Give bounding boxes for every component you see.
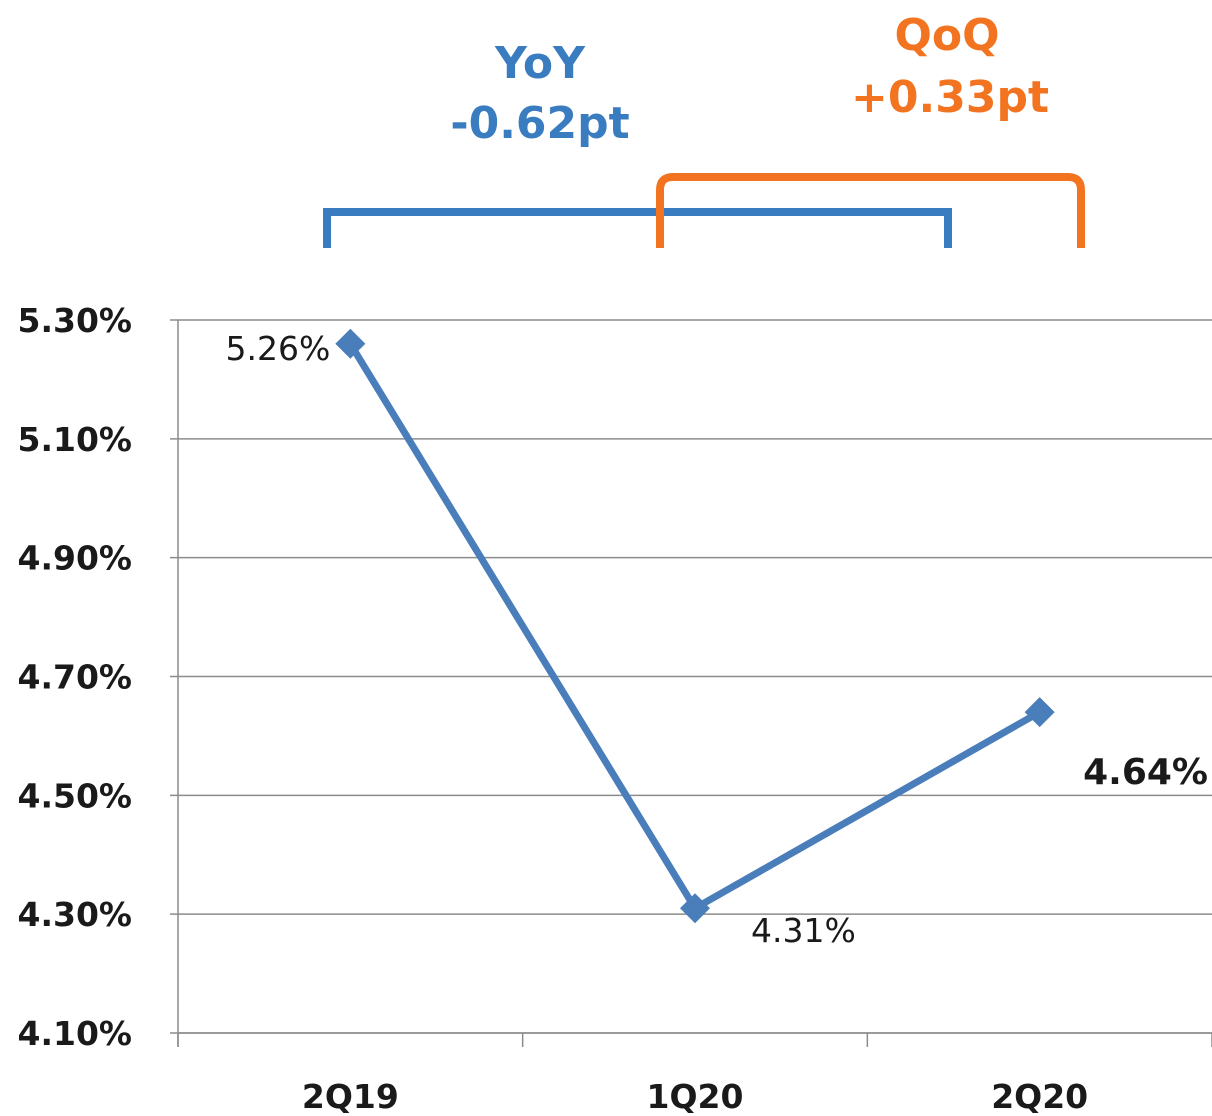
x-tick-label: 1Q20 <box>647 1077 744 1116</box>
y-axis: 5.30% 5.10% 4.90% 4.70% 4.50% 4.30% 4.10% <box>18 301 179 1053</box>
y-tick-label: 4.30% <box>18 895 133 934</box>
y-tick-label: 4.10% <box>18 1014 133 1053</box>
y-tick-label: 4.50% <box>18 776 133 815</box>
y-tick-label: 4.90% <box>18 539 133 578</box>
series-line <box>347 341 1042 912</box>
y-tick-label: 5.10% <box>18 420 133 459</box>
y-tick-label: 5.30% <box>18 301 133 340</box>
data-point-marker <box>680 893 710 924</box>
y-tick-label: 4.70% <box>18 658 133 697</box>
data-label: 5.26% <box>225 329 330 368</box>
gridlines <box>170 319 1212 1034</box>
data-label: 4.64% <box>1083 752 1208 793</box>
qoq-annotation: QoQ +0.33pt <box>656 10 1085 248</box>
yoy-value: -0.62pt <box>450 98 629 149</box>
x-axis: 2Q19 1Q20 2Q20 <box>177 1032 1212 1116</box>
x-tick-label: 2Q19 <box>302 1077 399 1116</box>
qoq-label: QoQ <box>894 10 999 61</box>
yoy-annotation: YoY -0.62pt <box>323 38 952 248</box>
qoq-value: +0.33pt <box>851 72 1049 123</box>
x-tick-label: 2Q20 <box>991 1077 1088 1116</box>
qoq-bracket <box>656 173 1085 248</box>
yoy-label: YoY <box>494 38 586 89</box>
data-point-marker <box>335 328 366 359</box>
yoy-bracket <box>323 208 952 248</box>
data-labels: 5.26% 4.31% 4.64% <box>225 329 1208 950</box>
series <box>335 328 1055 924</box>
data-label: 4.31% <box>751 911 856 950</box>
data-point-marker <box>1024 697 1055 728</box>
